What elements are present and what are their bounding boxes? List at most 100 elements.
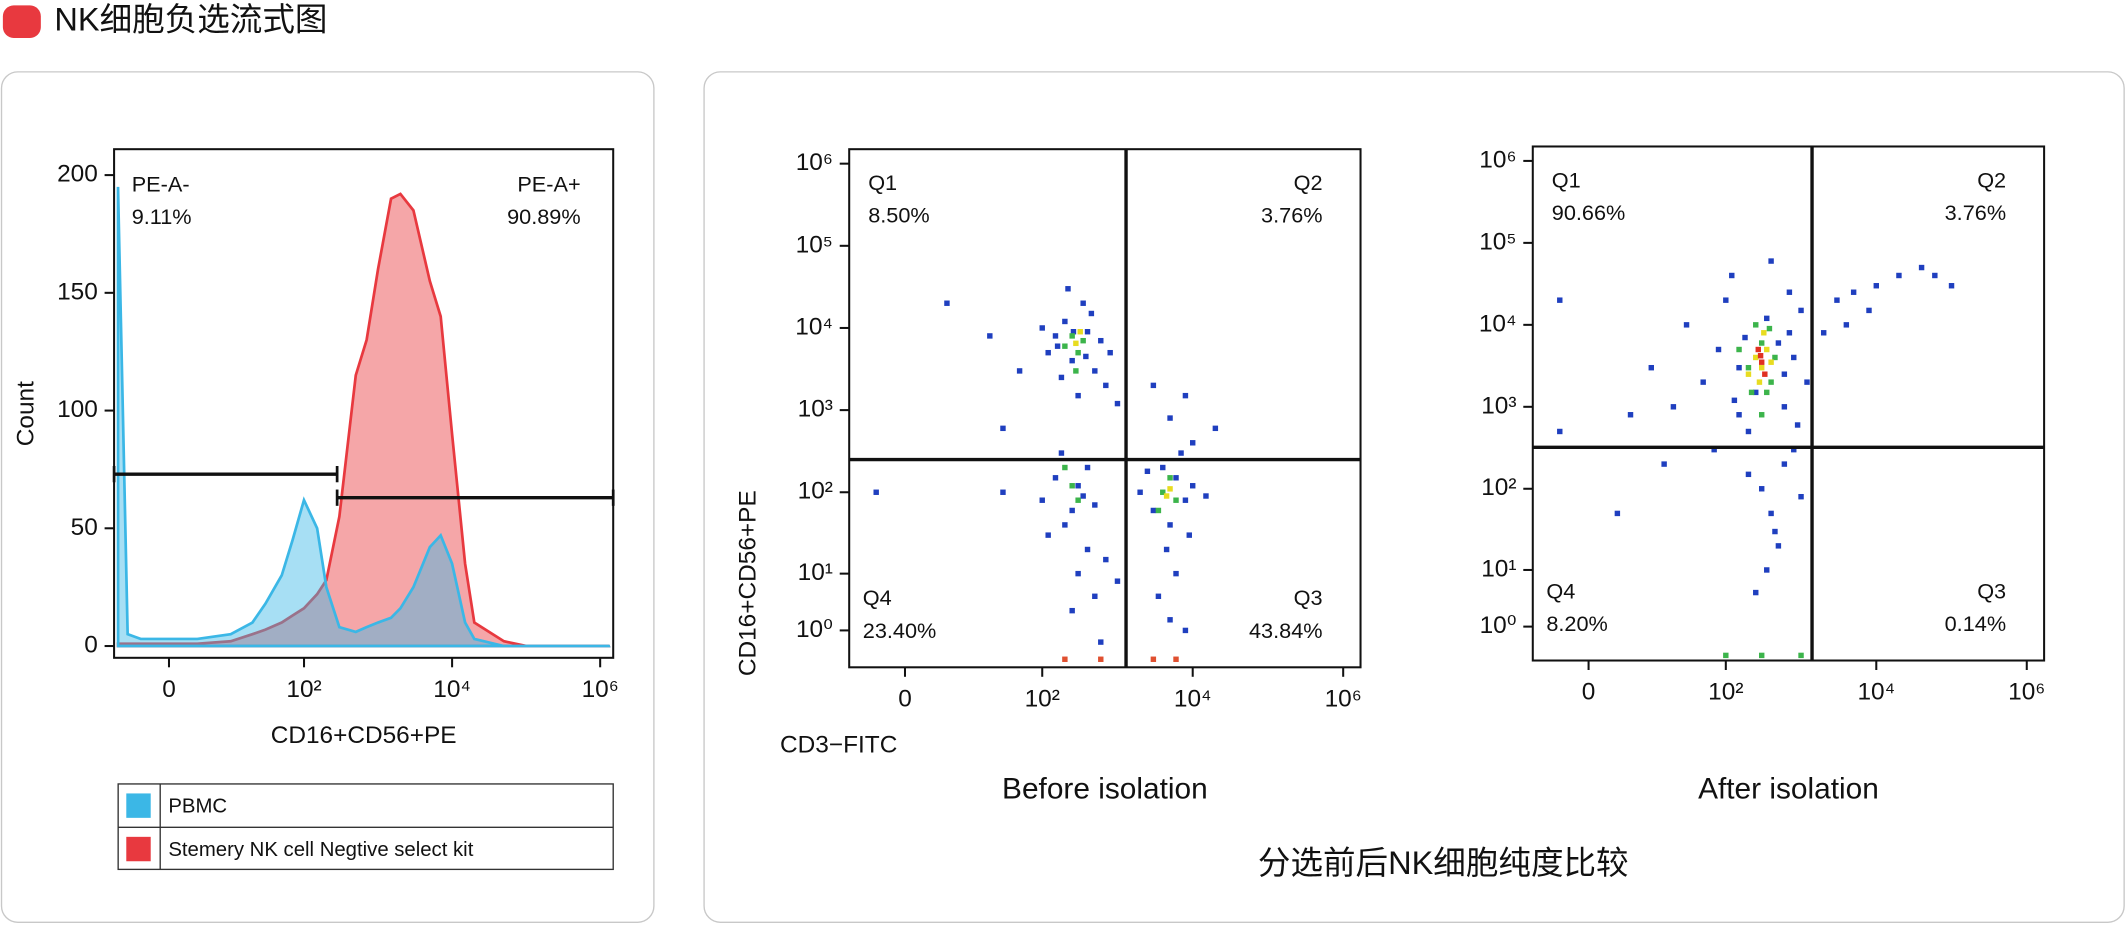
event-point <box>1700 379 1706 385</box>
event-point <box>1065 286 1071 292</box>
quadrant-percent: 3.76% <box>1261 203 1323 228</box>
event-point <box>1786 330 1793 336</box>
legend-label: Stemery NK cell Negtive select kit <box>168 839 473 861</box>
event-point <box>1683 322 1690 328</box>
event-point <box>1798 307 1804 314</box>
event-point <box>1798 493 1804 500</box>
event-point <box>1160 464 1166 471</box>
event-point <box>1648 364 1654 371</box>
plot-frame <box>113 148 615 659</box>
event-point <box>1768 359 1774 365</box>
event-point <box>1150 656 1157 662</box>
event-point <box>1062 522 1068 528</box>
quadrant-name: Q3 <box>1977 578 2006 603</box>
event-point <box>1757 353 1764 359</box>
event-point <box>1745 428 1752 435</box>
event-point <box>1753 589 1759 596</box>
event-point <box>1058 374 1065 381</box>
right-panel <box>703 71 2125 923</box>
event-point <box>1189 440 1196 446</box>
y-tick-label: 10⁶ <box>1479 146 1516 173</box>
event-point <box>1834 297 1840 303</box>
quadrant-name: Q4 <box>1546 578 1575 603</box>
quadrant-percent: 3.76% <box>1945 200 2007 225</box>
event-point <box>1661 461 1667 467</box>
event-point <box>1098 639 1104 645</box>
event-point <box>1080 493 1086 499</box>
event-point <box>1762 371 1768 377</box>
x-tick-label: 10⁶ <box>1325 685 1362 712</box>
event-point <box>1766 325 1773 332</box>
event-point <box>1173 656 1179 662</box>
event-point <box>1866 307 1872 314</box>
event-point <box>1775 543 1782 549</box>
quadrant-name: Q2 <box>1977 167 2006 192</box>
event-point <box>1764 389 1770 396</box>
legend-swatch <box>126 793 151 818</box>
event-point <box>1932 272 1938 279</box>
event-point <box>987 333 993 339</box>
quadrant-percent: 8.50% <box>868 203 930 228</box>
comparison-caption: 分选前后NK细胞纯度比较 <box>1258 845 1629 881</box>
event-point <box>1045 349 1051 356</box>
event-point <box>1069 607 1075 614</box>
event-point <box>1098 337 1104 344</box>
event-point <box>1167 475 1173 481</box>
event-point <box>1084 464 1091 471</box>
event-point <box>1755 346 1761 353</box>
event-point <box>1758 359 1765 365</box>
event-point <box>1670 404 1677 410</box>
event-point <box>1791 446 1797 453</box>
event-point <box>1758 652 1765 659</box>
event-point <box>1557 297 1563 303</box>
x-tick-label: 10⁴ <box>1857 679 1895 706</box>
legend-label: PBMC <box>168 795 227 817</box>
event-point <box>1150 382 1157 389</box>
event-point <box>1756 379 1763 385</box>
y-tick-label: 10² <box>798 478 833 505</box>
event-point <box>1163 493 1170 499</box>
event-point <box>1062 318 1068 325</box>
histogram-area <box>116 192 611 648</box>
y-tick-label: 10⁴ <box>1479 310 1517 337</box>
event-point <box>1745 364 1752 371</box>
event-point <box>1212 425 1219 432</box>
quadrant-name: Q1 <box>868 170 897 195</box>
y-tick-label: 200 <box>57 161 98 188</box>
x-axis-label: CD16+CD56+PE <box>271 722 457 749</box>
event-point <box>1742 334 1748 341</box>
event-point <box>1160 489 1166 495</box>
event-point <box>1173 570 1179 577</box>
event-point <box>1781 371 1788 377</box>
y-tick-label: 10¹ <box>798 559 833 586</box>
event-point <box>1045 532 1051 538</box>
event-point <box>1163 546 1170 553</box>
y-tick-label: 10⁶ <box>796 149 833 176</box>
event-point <box>1745 371 1752 377</box>
event-point <box>1167 486 1173 492</box>
quadrant-percent: 23.40% <box>863 618 937 643</box>
event-point <box>1173 475 1179 481</box>
event-point <box>1077 329 1083 335</box>
event-point <box>1052 475 1059 481</box>
event-point <box>1764 315 1770 322</box>
event-point <box>1075 483 1081 489</box>
event-point <box>1764 567 1770 573</box>
gate-percent: 9.11% <box>132 204 192 229</box>
y-tick-label: 10⁵ <box>796 231 833 258</box>
event-point <box>1000 425 1006 432</box>
gate-label: PE-A+ <box>517 172 580 197</box>
event-point <box>1804 379 1810 385</box>
event-point <box>1080 300 1086 306</box>
event-point <box>1062 464 1068 471</box>
event-point <box>1150 507 1157 514</box>
event-point <box>944 300 950 306</box>
y-tick-label: 10¹ <box>1481 555 1516 582</box>
event-point <box>1098 656 1104 662</box>
x-axis-label: CD3−FITC <box>780 731 897 758</box>
legend-swatch <box>126 836 151 862</box>
event-point <box>1798 652 1804 659</box>
event-point <box>1069 357 1075 364</box>
quadrant-name: Q2 <box>1294 170 1323 195</box>
